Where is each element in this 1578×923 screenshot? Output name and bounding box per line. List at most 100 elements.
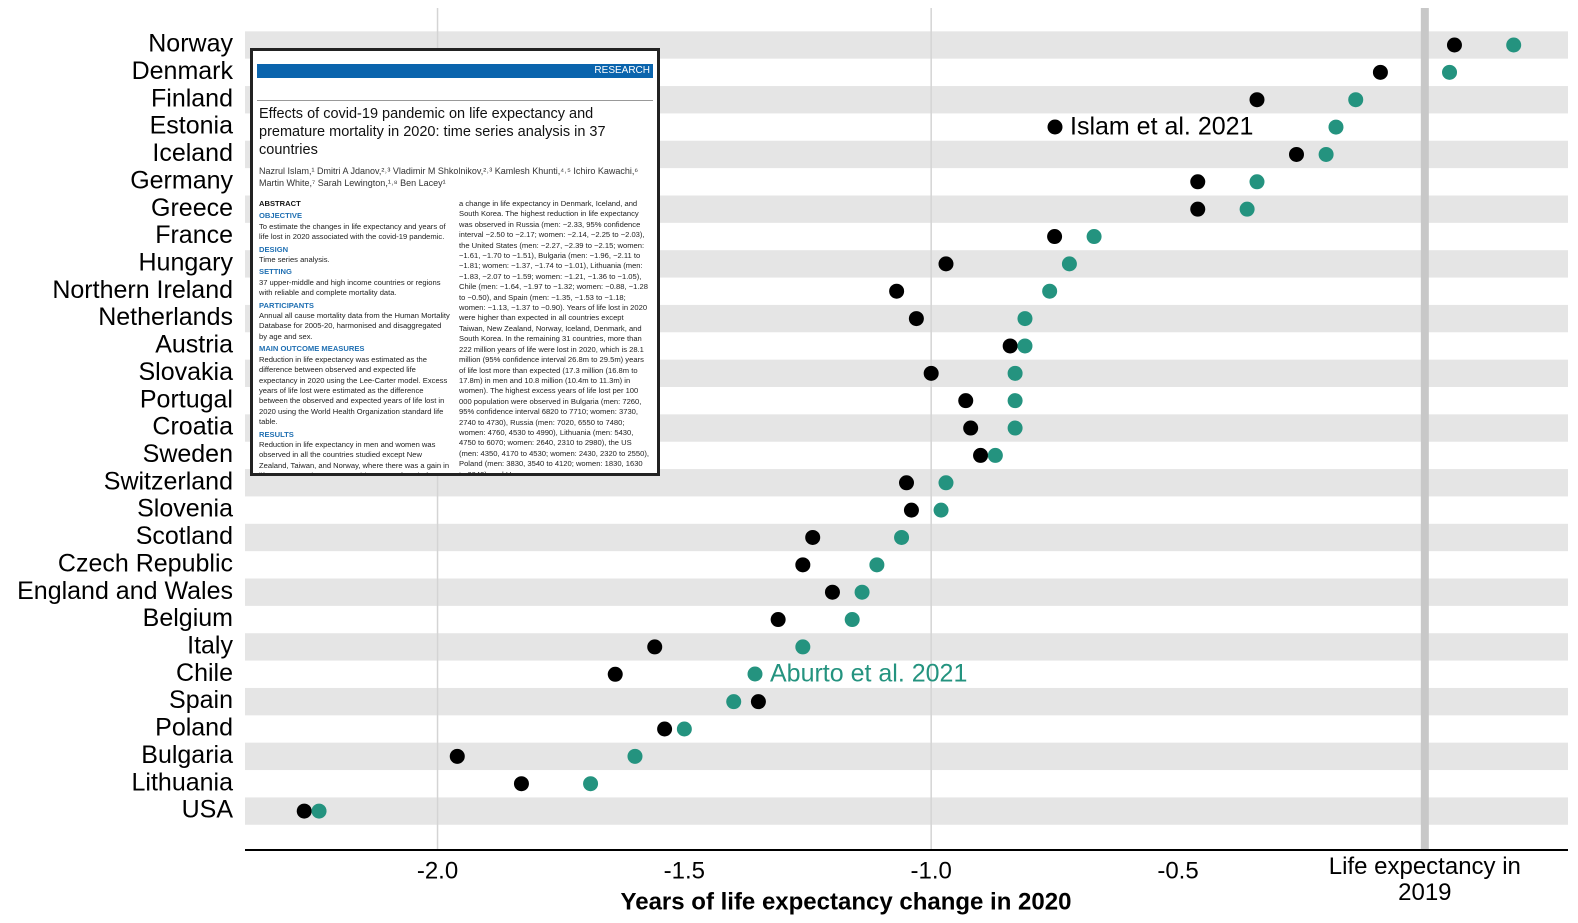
y-tick-label: Iceland	[152, 139, 233, 167]
dot	[987, 447, 1003, 463]
section-label: RESEARCH	[257, 64, 653, 78]
dot	[1446, 37, 1462, 53]
abstract-heading: ABSTRACT	[259, 199, 301, 208]
dot	[1442, 64, 1458, 80]
divider	[257, 100, 653, 101]
dot	[805, 529, 821, 545]
dot	[657, 721, 673, 737]
dot	[1328, 119, 1344, 135]
abstract-section-text: 37 upper-middle and high income countrie…	[259, 277, 441, 298]
dot	[923, 365, 939, 381]
dot	[627, 748, 643, 764]
y-tick-label: USA	[182, 796, 234, 824]
dot	[854, 584, 870, 600]
abstract-section-text: Reduction in life expectancy was estimat…	[259, 354, 448, 427]
abstract-left: ABSTRACT OBJECTIVE To estimate the change…	[259, 199, 451, 476]
abstract-section-text: Reduction in life expectancy in men and …	[259, 439, 450, 476]
dot	[1061, 256, 1077, 272]
dot	[844, 612, 860, 628]
y-tick-label: Belgium	[143, 604, 233, 632]
dot	[449, 748, 465, 764]
dot	[1007, 393, 1023, 409]
y-tick-label: Greece	[151, 194, 233, 222]
abstract-section-text: To estimate the changes in life expectan…	[259, 221, 446, 242]
paper-inset: RESEARCH Effects of covid-19 pandemic on…	[250, 48, 660, 476]
abstract-section-heading: DESIGN	[259, 244, 289, 254]
dot	[1007, 365, 1023, 381]
y-tick-label: Croatia	[152, 413, 233, 441]
row-band	[245, 742, 1568, 771]
y-tick-label: Germany	[130, 166, 233, 194]
y-tick-label: Austria	[155, 331, 233, 359]
dot	[1372, 64, 1388, 80]
dot	[1506, 37, 1522, 53]
dot	[933, 502, 949, 518]
legend-label: Aburto et al. 2021	[770, 660, 967, 688]
y-tick-label: Netherlands	[98, 303, 233, 331]
abstract-section-heading: SETTING	[259, 267, 292, 277]
dot	[824, 584, 840, 600]
dot	[676, 721, 692, 737]
y-tick-label: Bulgaria	[141, 741, 233, 769]
dot	[1249, 174, 1265, 190]
y-tick-label: England and Wales	[17, 577, 233, 605]
dot	[1288, 146, 1304, 162]
dot	[1086, 229, 1102, 245]
dot	[583, 776, 599, 792]
dot	[903, 502, 919, 518]
legend-label: Islam et al. 2021	[1070, 113, 1253, 141]
dot	[1017, 338, 1033, 354]
dot	[647, 639, 663, 655]
y-tick-label: Sweden	[143, 440, 233, 468]
row-band	[245, 687, 1568, 716]
dot	[1190, 201, 1206, 217]
x-tick-label: Life expectancy in 2019	[1328, 853, 1521, 906]
y-tick-label: Spain	[169, 686, 233, 714]
dot	[750, 694, 766, 710]
dot	[1239, 201, 1255, 217]
x-tick-label: -2.0	[417, 857, 458, 884]
y-tick-label: Hungary	[139, 248, 234, 276]
paper-authors: Nazrul Islam,¹ Dmitri A Jdanov,²˒³ Vladi…	[259, 166, 639, 188]
dot	[795, 639, 811, 655]
x-axis-title: Years of life expectancy change in 2020	[621, 888, 1072, 915]
row-band	[245, 797, 1568, 825]
dot	[1017, 311, 1033, 327]
dot	[513, 776, 529, 792]
dot	[958, 393, 974, 409]
dot	[908, 311, 924, 327]
dot	[894, 529, 910, 545]
x-tick-label: -1.5	[664, 857, 705, 884]
dot	[973, 447, 989, 463]
y-tick-label: Northern Ireland	[52, 276, 233, 304]
dot	[1348, 92, 1364, 108]
dot	[1190, 174, 1206, 190]
dot	[1002, 338, 1018, 354]
abstract-section-text: Annual all cause mortality data from the…	[259, 311, 450, 341]
dot	[1318, 146, 1334, 162]
x-tick-label: -1.0	[911, 857, 952, 884]
dot	[311, 803, 327, 819]
dot	[938, 256, 954, 272]
y-tick-label: Switzerland	[104, 467, 233, 495]
dot	[963, 420, 979, 436]
dot	[869, 557, 885, 573]
row-band	[245, 578, 1568, 606]
y-tick-label: Italy	[187, 632, 233, 660]
abstract-section-heading: MAIN OUTCOME MEASURES	[259, 344, 365, 354]
abstract: ABSTRACT OBJECTIVE To estimate the change…	[259, 199, 651, 476]
row-band	[245, 633, 1568, 661]
y-tick-label: Poland	[155, 714, 233, 742]
dot	[607, 666, 623, 682]
legend-marker	[1047, 119, 1063, 135]
dot	[1249, 92, 1265, 108]
y-tick-label: Norway	[148, 30, 233, 58]
legend-marker	[747, 666, 763, 682]
abstract-section-heading: RESULTS	[259, 429, 294, 439]
dot	[1007, 420, 1023, 436]
y-tick-label: Estonia	[150, 112, 233, 140]
dots	[296, 37, 1522, 819]
abstract-section-heading: OBJECTIVE	[259, 211, 303, 221]
